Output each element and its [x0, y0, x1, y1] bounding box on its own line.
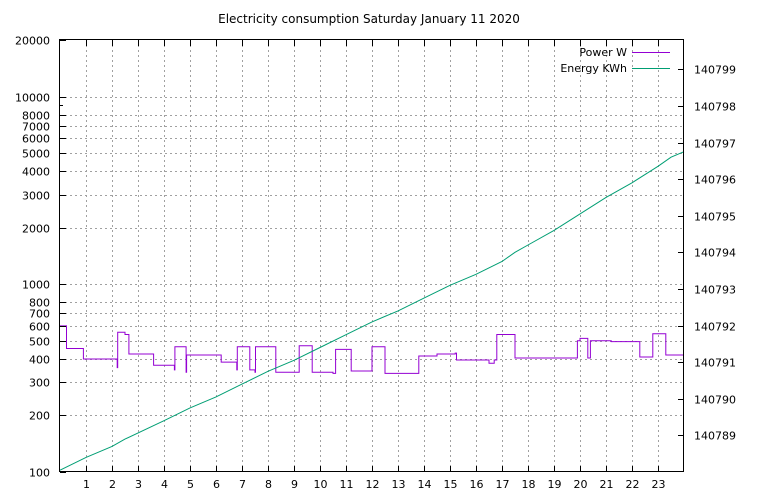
- x-tick-label: 23: [652, 478, 666, 491]
- y-right-tick-label: 140791: [694, 357, 736, 370]
- x-tick-label: 2: [109, 478, 116, 491]
- x-tick-label: 14: [418, 478, 432, 491]
- y-left-tick-label: 2000: [22, 223, 50, 236]
- y-right-tick-label: 140793: [694, 284, 736, 297]
- chart-title: Electricity consumption Saturday January…: [218, 12, 520, 26]
- x-tick-label: 15: [444, 478, 458, 491]
- x-tick-label: 12: [366, 478, 380, 491]
- y-left-tick-label: 800: [29, 297, 50, 310]
- y-left-tick-label: 200: [29, 410, 50, 423]
- y-left-tick-label: 5000: [22, 148, 50, 161]
- x-tick-label: 7: [239, 478, 246, 491]
- y-left-tick-label: 6000: [22, 133, 50, 146]
- x-tick-label: 11: [340, 478, 354, 491]
- y-left-tick-label: 100: [29, 467, 50, 480]
- y-left-tick-label: 400: [29, 354, 50, 367]
- series-line-0: [60, 325, 684, 374]
- y-right-tick-label: 140797: [694, 138, 736, 151]
- x-tick-label: 3: [135, 478, 142, 491]
- y-right-tick-label: 140796: [694, 174, 736, 187]
- x-tick-label: 18: [522, 478, 536, 491]
- x-tick-label: 6: [213, 478, 220, 491]
- legend-label-1: Energy KWh: [560, 62, 627, 75]
- x-tick-label: 9: [291, 478, 298, 491]
- y-left-tick-label: 700: [29, 308, 50, 321]
- y-left-tick-label: 10000: [15, 92, 50, 105]
- x-tick-label: 8: [265, 478, 272, 491]
- y-right-tick-label: 140795: [694, 211, 736, 224]
- y-left-tick-label: 4000: [22, 166, 50, 179]
- x-tick-label: 20: [574, 478, 588, 491]
- y-left-tick-label: 1000: [22, 279, 50, 292]
- series-line-1: [59, 151, 685, 471]
- y-left-tick-label: 20000: [15, 35, 50, 48]
- x-tick-label: 17: [496, 478, 510, 491]
- y-right-tick-label: 140799: [694, 64, 736, 77]
- x-tick-label: 1: [83, 478, 90, 491]
- y-left-tick-label: 500: [29, 336, 50, 349]
- plot-frame: [59, 39, 684, 472]
- y-left-tick-label: 7000: [22, 121, 50, 134]
- legend-label-0: Power W: [579, 46, 627, 59]
- grid-layer: [60, 40, 684, 472]
- x-tick-label: 19: [548, 478, 562, 491]
- x-tick-label: 16: [470, 478, 484, 491]
- y-right-tick-label: 140792: [694, 321, 736, 334]
- y-right-tick-label: 140798: [694, 101, 736, 114]
- x-tick-label: 21: [600, 478, 614, 491]
- y-left-tick-label: 300: [29, 377, 50, 390]
- y-right-tick-label: 140789: [694, 430, 736, 443]
- x-tick-label: 10: [314, 478, 328, 491]
- x-tick-label: 13: [392, 478, 406, 491]
- y-left-tick-label: 600: [29, 321, 50, 334]
- x-tick-label: 4: [161, 478, 168, 491]
- y-left-tick-label: 8000: [22, 110, 50, 123]
- series-layer: [59, 151, 685, 471]
- x-tick-label: 5: [187, 478, 194, 491]
- x-tick-label: 22: [626, 478, 640, 491]
- legend: Power W Energy KWh: [560, 46, 670, 75]
- y-right-tick-label: 140790: [694, 394, 736, 407]
- ticks-layer: 1 2 3 4 5 6 7 8 9 10 11 12 13 14 15 16 17 18 19 20 21 22 23100…: [15, 35, 736, 492]
- y-left-tick-label: 3000: [22, 190, 50, 203]
- y-right-tick-label: 140794: [694, 247, 736, 260]
